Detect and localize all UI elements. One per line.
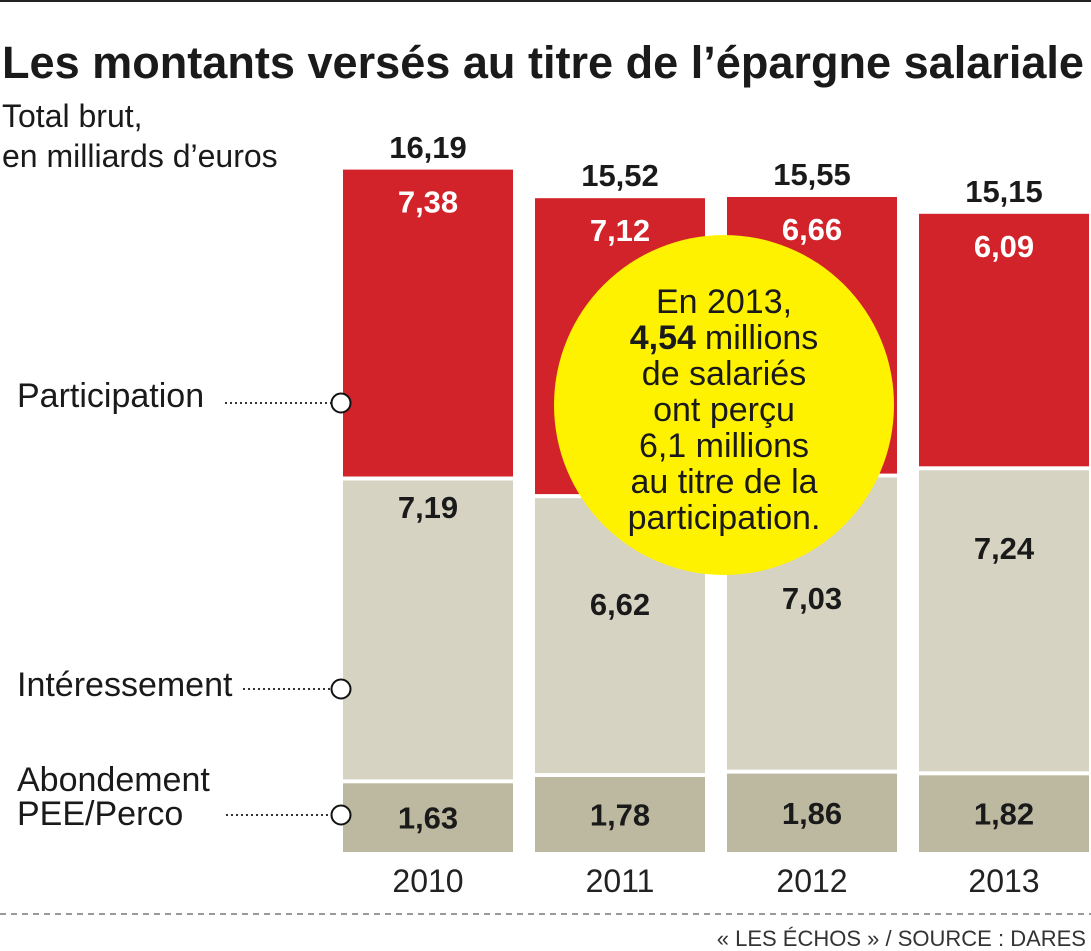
legend-label-abondement: Abondement PEE/Perco bbox=[17, 761, 210, 833]
bar-label-interessement-2010: 7,19 bbox=[398, 490, 458, 525]
callout: En 2013, 4,54 millions de salariés ont pe… bbox=[554, 235, 894, 575]
bar-label-abondement-2011: 1,78 bbox=[590, 798, 650, 833]
callout-line-2: 4,54 millions bbox=[630, 319, 819, 357]
callout-line-4: ont perçu bbox=[653, 391, 795, 429]
total-label-2012: 15,55 bbox=[773, 157, 851, 192]
chart-title: Les montants versés au titre de l’épargn… bbox=[2, 37, 1084, 88]
callout-circle bbox=[554, 235, 894, 575]
bar-label-participation-2011: 7,12 bbox=[590, 213, 650, 248]
bar-abondement-2013 bbox=[919, 775, 1089, 852]
x-tick-2013: 2013 bbox=[968, 863, 1039, 899]
bar-label-interessement-2011: 6,62 bbox=[590, 587, 650, 622]
bar-label-participation-2012: 6,66 bbox=[782, 212, 842, 247]
bar-abondement-2011 bbox=[535, 777, 705, 852]
x-tick-2011: 2011 bbox=[586, 863, 655, 899]
bar-participation-2013 bbox=[919, 213, 1089, 467]
legend-label-interessement: Intéressement bbox=[17, 666, 233, 704]
callout-line-6: au titre de la bbox=[630, 463, 817, 501]
bar-interessement-2013 bbox=[919, 470, 1089, 772]
callout-line-2-text: millions bbox=[705, 319, 818, 357]
bar-label-participation-2013: 6,09 bbox=[974, 229, 1034, 264]
legend-marker-participation bbox=[330, 392, 352, 414]
bar-label-abondement-2012: 1,86 bbox=[782, 796, 842, 831]
total-label-2011: 15,52 bbox=[581, 158, 659, 193]
x-tick-2012: 2012 bbox=[776, 863, 847, 899]
bar-interessement-2010 bbox=[343, 480, 513, 780]
bar-label-interessement-2012: 7,03 bbox=[782, 581, 842, 616]
callout-line-7: participation. bbox=[628, 499, 821, 537]
chart-subtitle-line-2: en milliards d’euros bbox=[2, 138, 278, 174]
total-label-2013: 15,15 bbox=[965, 174, 1043, 209]
bar-abondement-2010 bbox=[343, 783, 513, 852]
legend-pointers bbox=[225, 392, 352, 826]
bar-label-participation-2010: 7,38 bbox=[398, 185, 458, 220]
callout-line-1: En 2013, bbox=[656, 283, 792, 321]
callout-line-5: 6,1 millions bbox=[639, 427, 809, 465]
total-label-2010: 16,19 bbox=[389, 130, 467, 165]
chart-subtitle-line-1: Total brut, bbox=[2, 98, 143, 134]
legend-marker-interessement bbox=[330, 678, 352, 700]
x-tick-2010: 2010 bbox=[392, 863, 463, 899]
bar-abondement-2012 bbox=[727, 773, 897, 852]
bar-label-abondement-2013: 1,82 bbox=[974, 797, 1034, 832]
bar-participation-2010 bbox=[343, 169, 513, 477]
bar-labels: 7,38 7,19 1,63 16,19 2010 7,12 6,62 1,78 15,52 20… bbox=[389, 130, 1043, 899]
bars bbox=[343, 169, 1089, 852]
bar-label-interessement-2013: 7,24 bbox=[974, 531, 1035, 566]
callout-line-3: de salariés bbox=[642, 355, 806, 393]
legend-marker-abondement bbox=[330, 804, 352, 826]
callout-bold-figure: 4,54 bbox=[630, 319, 696, 357]
source-credit: « LES ÉCHOS » / SOURCE : DARES bbox=[717, 926, 1086, 951]
legend-label-participation: Participation bbox=[17, 377, 205, 415]
bar-label-abondement-2010: 1,63 bbox=[398, 801, 458, 836]
